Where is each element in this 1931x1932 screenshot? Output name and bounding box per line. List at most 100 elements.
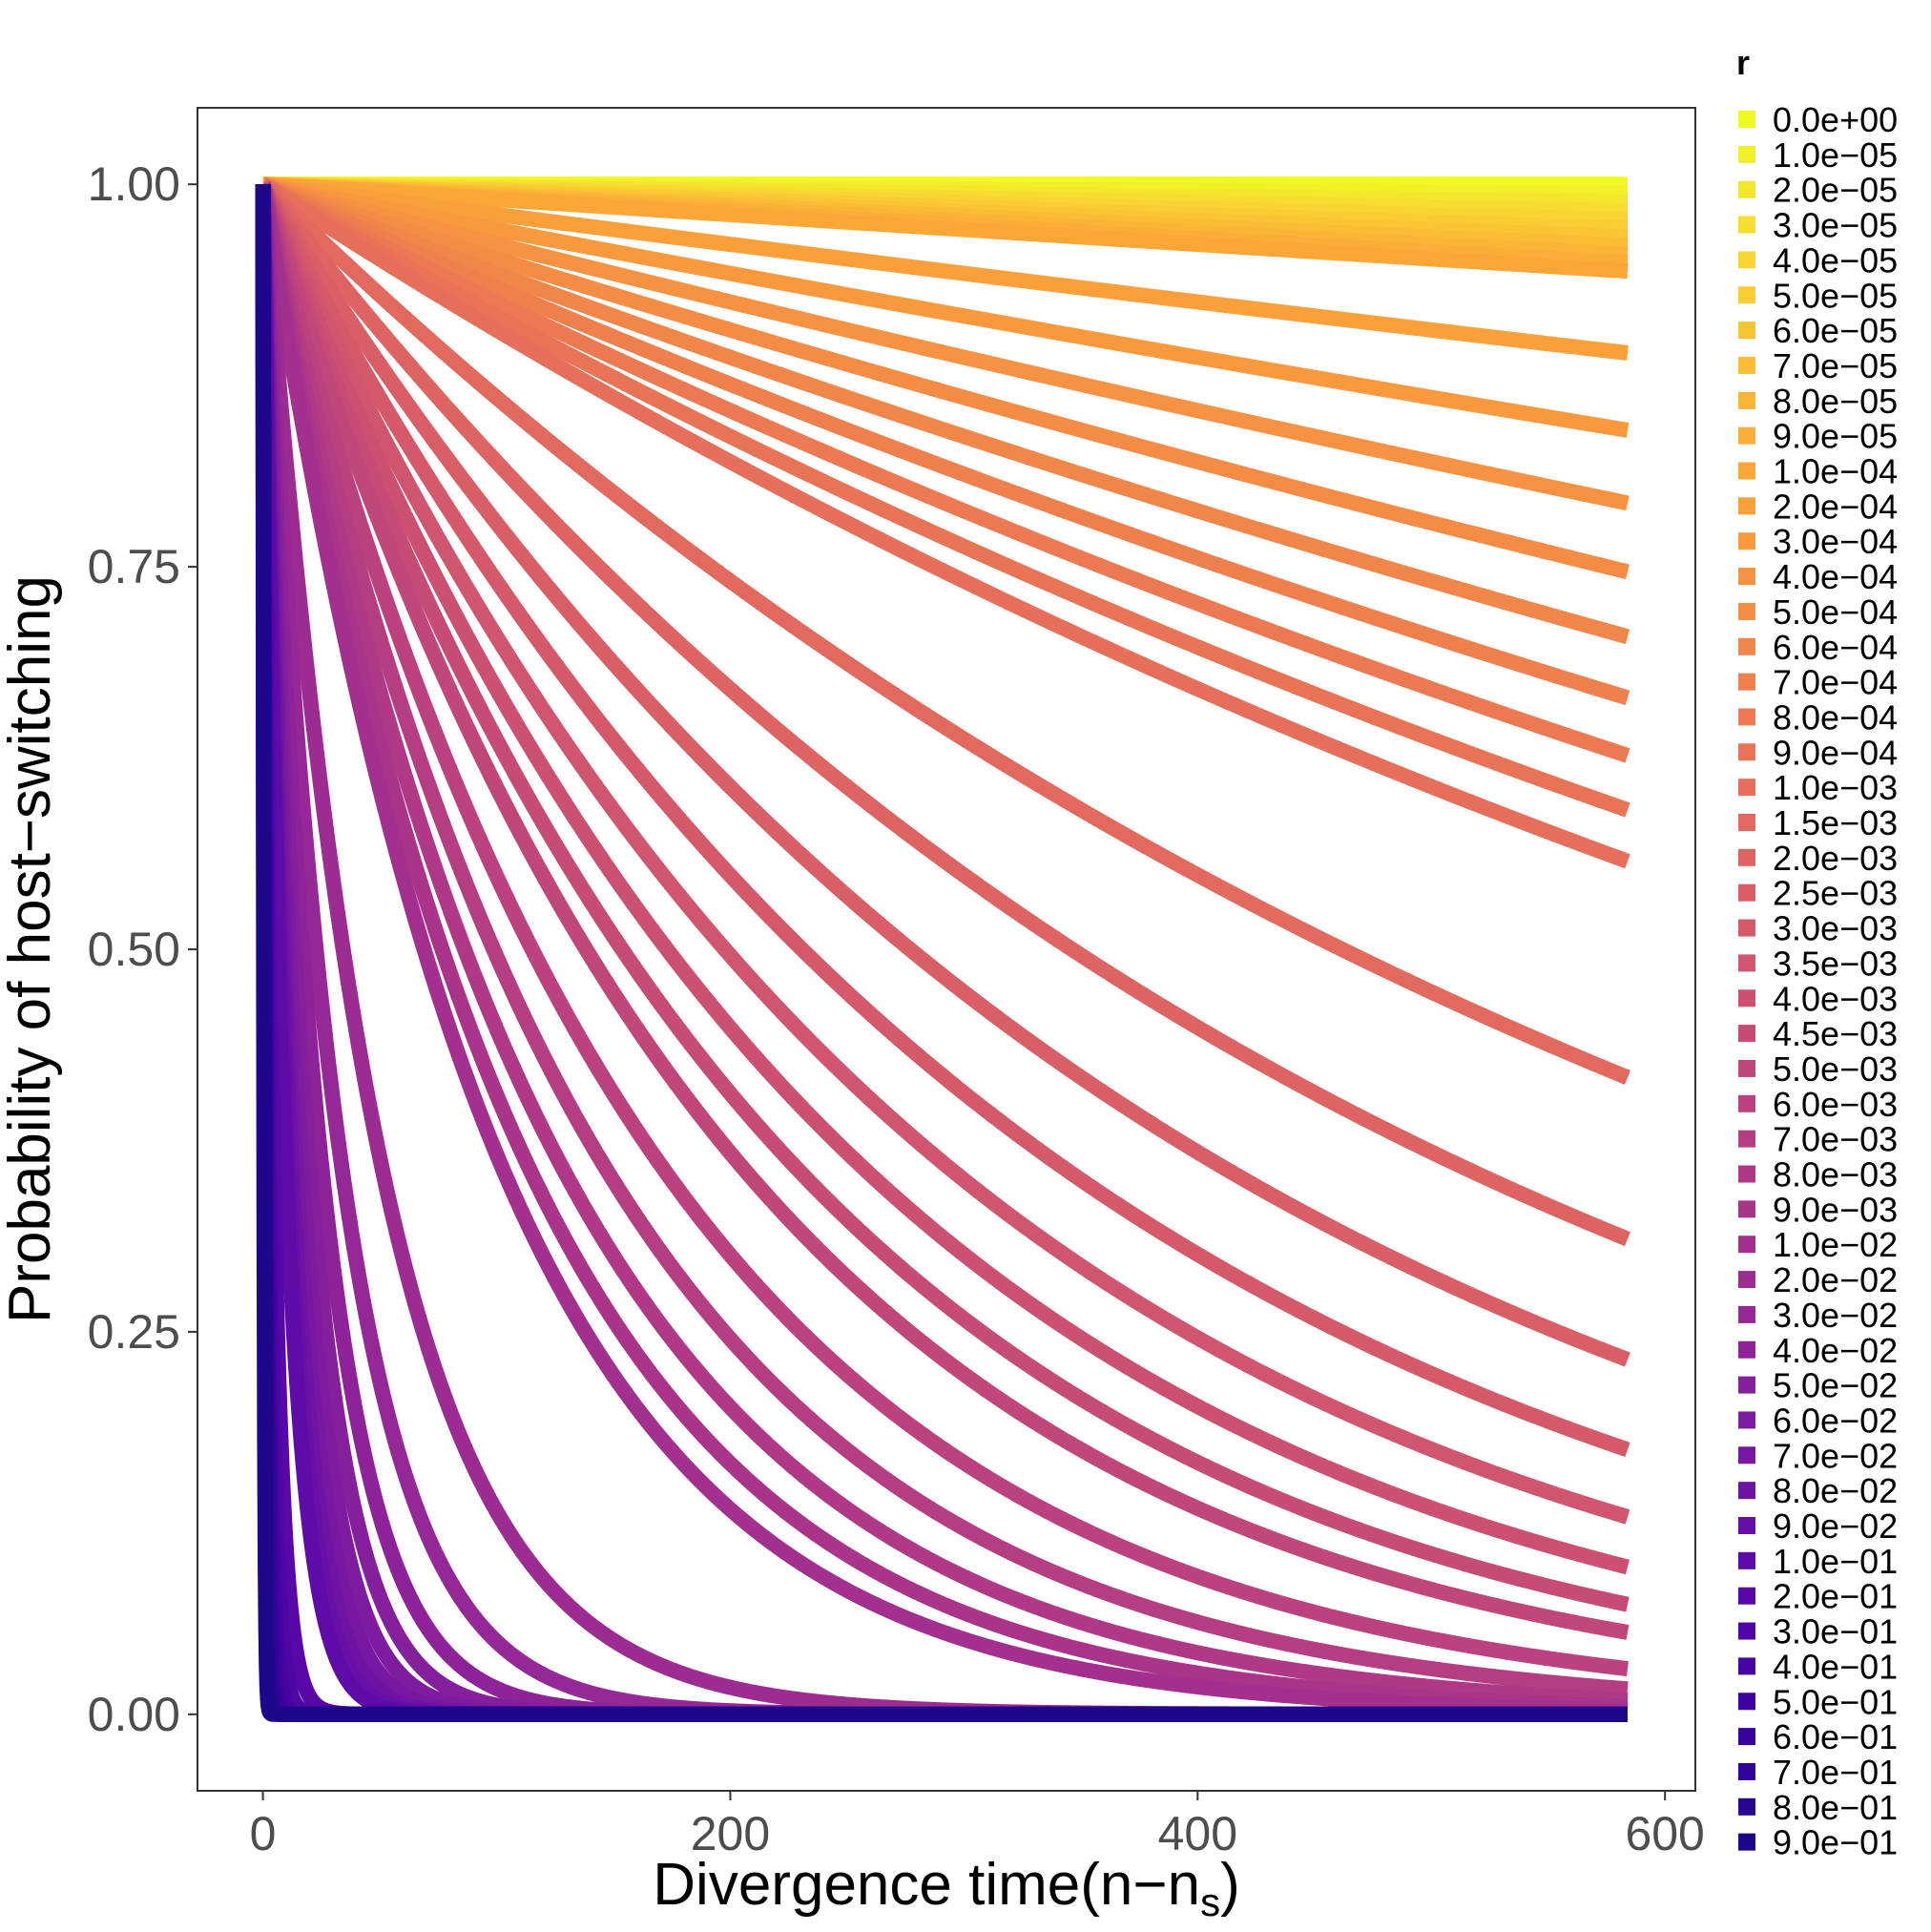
legend-key-28: [1738, 1094, 1755, 1112]
series-line-23: [256, 180, 1633, 1458]
legend-label-39: 8.0e−02: [1773, 1471, 1898, 1510]
series-line-49: [255, 184, 1635, 1722]
legend-label-23: 3.0e−03: [1773, 909, 1898, 948]
legend-key-32: [1738, 1236, 1755, 1254]
legend-key-21: [1738, 848, 1755, 866]
legend-label-27: 5.0e−03: [1773, 1049, 1898, 1089]
legend-key-27: [1738, 1059, 1755, 1077]
series-line-11: [258, 177, 1633, 361]
legend-key-26: [1738, 1025, 1755, 1043]
legend-key-31: [1738, 1200, 1755, 1218]
legend-key-33: [1738, 1271, 1755, 1289]
series-line-18: [258, 177, 1633, 818]
legend-label-5: 5.0e−05: [1773, 276, 1898, 315]
legend-key-20: [1738, 814, 1755, 831]
legend-label-34: 3.0e−02: [1773, 1296, 1898, 1335]
legend-label-28: 6.0e−03: [1773, 1085, 1898, 1124]
legend-label-31: 9.0e−03: [1773, 1190, 1898, 1229]
legend-label-38: 7.0e−02: [1773, 1436, 1898, 1475]
legend-key-48: [1738, 1797, 1755, 1816]
legend-label-33: 2.0e−02: [1773, 1260, 1898, 1299]
legend-label-44: 4.0e−01: [1773, 1647, 1898, 1686]
legend-label-36: 5.0e−02: [1773, 1366, 1898, 1405]
legend-key-3: [1738, 216, 1755, 234]
legend-key-2: [1738, 180, 1755, 198]
legend-key-39: [1738, 1482, 1755, 1500]
legend-label-24: 3.5e−03: [1773, 944, 1898, 983]
legend-label-41: 1.0e−01: [1773, 1542, 1898, 1581]
x-axis-title: Divergence time(n−ns): [653, 1852, 1239, 1924]
x-tick-label-1: 200: [691, 1807, 770, 1860]
legend-key-42: [1738, 1587, 1755, 1605]
legend-key-23: [1738, 919, 1755, 937]
legend: 0.0e+001.0e−052.0e−053.0e−054.0e−055.0e−…: [1738, 100, 1898, 1862]
legend-key-36: [1738, 1376, 1755, 1394]
x-axis: 0 200 400 600: [250, 1791, 1705, 1860]
legend-key-9: [1738, 426, 1755, 445]
legend-label-15: 6.0e−04: [1773, 628, 1898, 667]
legend-key-41: [1738, 1551, 1755, 1569]
legend-label-12: 3.0e−04: [1773, 522, 1898, 561]
legend-label-6: 6.0e−05: [1773, 311, 1898, 350]
x-axis-title-main: Divergence time(n−n: [653, 1852, 1200, 1918]
legend-label-18: 9.0e−04: [1773, 733, 1898, 772]
legend-key-38: [1738, 1446, 1755, 1465]
series-line-20: [257, 178, 1633, 1085]
legend-key-34: [1738, 1305, 1755, 1323]
legend-label-8: 8.0e−05: [1773, 382, 1898, 421]
legend-label-16: 7.0e−04: [1773, 663, 1898, 702]
series-line-14: [258, 177, 1633, 580]
legend-key-7: [1738, 356, 1755, 374]
legend-key-13: [1738, 568, 1755, 586]
legend-key-46: [1738, 1728, 1755, 1746]
series-line-32: [255, 182, 1633, 1718]
series-line-27: [255, 181, 1633, 1640]
legend-label-42: 2.0e−01: [1773, 1577, 1898, 1616]
series-line-16: [258, 177, 1633, 706]
legend-label-22: 2.5e−03: [1773, 874, 1898, 913]
legend-label-48: 8.0e−01: [1773, 1788, 1898, 1827]
legend-key-10: [1738, 462, 1755, 480]
legend-label-40: 9.0e−02: [1773, 1506, 1898, 1546]
legend-key-6: [1738, 322, 1755, 340]
series-line-17: [258, 177, 1633, 763]
series-line-12: [258, 177, 1633, 438]
legend-key-47: [1738, 1762, 1755, 1780]
legend-label-37: 6.0e−02: [1773, 1401, 1898, 1440]
y-tick-label-1: 0.25: [88, 1305, 180, 1359]
legend-key-35: [1738, 1340, 1755, 1359]
legend-key-5: [1738, 286, 1755, 304]
legend-label-17: 8.0e−04: [1773, 697, 1898, 737]
legend-label-32: 1.0e−02: [1773, 1225, 1898, 1264]
legend-key-8: [1738, 391, 1755, 409]
legend-key-16: [1738, 673, 1755, 691]
legend-label-26: 4.5e−03: [1773, 1014, 1898, 1053]
legend-label-29: 7.0e−03: [1773, 1120, 1898, 1159]
legend-title: r: [1736, 43, 1750, 82]
series-line-25: [256, 181, 1633, 1575]
series-layer: [255, 177, 1635, 1722]
series-line-24: [256, 180, 1633, 1525]
series-line-15: [258, 177, 1633, 645]
y-tick-label-2: 0.50: [88, 923, 180, 976]
legend-label-20: 1.5e−03: [1773, 803, 1898, 842]
legend-key-40: [1738, 1517, 1755, 1534]
series-line-28: [255, 182, 1633, 1677]
x-axis-title-suffix: ): [1220, 1852, 1240, 1918]
legend-key-45: [1738, 1693, 1755, 1711]
series-line-10: [258, 177, 1633, 280]
legend-label-4: 4.0e−05: [1773, 240, 1898, 280]
legend-key-18: [1738, 743, 1755, 761]
legend-key-19: [1738, 779, 1755, 797]
legend-label-11: 2.0e−04: [1773, 487, 1898, 526]
x-tick-label-0: 0: [250, 1807, 277, 1860]
legend-key-12: [1738, 532, 1755, 551]
series-line-13: [258, 177, 1633, 511]
legend-key-29: [1738, 1130, 1755, 1148]
legend-label-2: 2.0e−05: [1773, 171, 1898, 210]
legend-key-0: [1738, 111, 1755, 128]
y-axis-title: Probability of host−switching: [0, 575, 63, 1323]
series-line-26: [256, 181, 1633, 1612]
legend-key-24: [1738, 954, 1755, 972]
legend-key-14: [1738, 602, 1755, 620]
